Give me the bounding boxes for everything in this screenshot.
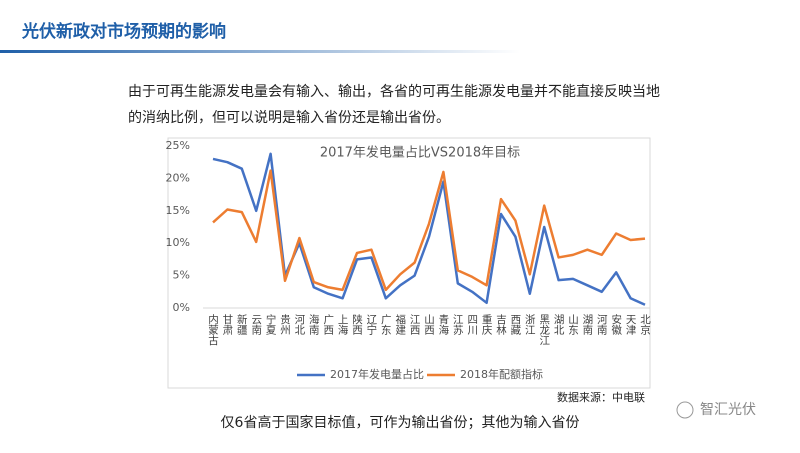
slide-title: 光伏新政对市场预期的影响: [21, 21, 226, 42]
note: 仅6省高于国家目标值，可作为输出省份；其他为输入省份: [221, 414, 580, 431]
source: 数据来源：中电联: [557, 390, 645, 404]
x-tick-label: 吉林: [495, 314, 507, 336]
x-tick-label: 贵州: [279, 313, 291, 335]
x-tick-label: 内蒙古: [207, 313, 219, 346]
x-tick-label: 陕西: [351, 313, 363, 335]
x-tick-label: 河北: [293, 314, 305, 335]
x-tick-label: 辽宁: [365, 314, 377, 335]
logo: 智汇光伏: [700, 402, 756, 418]
x-tick-label: 重庆: [481, 313, 493, 336]
x-tick-label: 湖北: [553, 314, 565, 335]
x-tick-label: 山西: [423, 314, 435, 335]
y-tick-label: 20%: [166, 171, 190, 184]
chart-title: 2017年发电量占比VS2018年目标: [320, 145, 520, 161]
x-tick-label: 西藏: [509, 314, 521, 336]
x-tick-label: 黑龙江: [538, 314, 550, 346]
x-tick-label: 安徽: [610, 313, 622, 336]
x-tick-label: 新疆: [236, 313, 248, 336]
x-tick-label: 云南: [250, 314, 262, 335]
x-tick-label: 广东: [380, 314, 392, 335]
y-tick-label: 25%: [166, 139, 190, 152]
intro-line: 由于可再生能源发电量会有输入、输出，各省的可再生能源发电量并不能直接反映当地: [128, 83, 660, 100]
logo-icon: [676, 401, 694, 419]
x-tick-label: 江西: [409, 314, 421, 335]
x-tick-label: 河南: [596, 314, 608, 335]
x-tick-label: 广西: [322, 314, 334, 335]
x-tick-label: 海南: [308, 313, 320, 335]
y-tick-label: 5%: [173, 269, 190, 282]
y-tick-label: 0%: [173, 301, 190, 314]
x-tick-label: 上海: [337, 314, 349, 336]
chart-frame: [167, 137, 651, 389]
title-underline: [0, 50, 520, 53]
x-tick-label: 浙江: [524, 314, 536, 335]
legend-label: 2017年发电量占比: [330, 367, 424, 381]
x-tick-label: 山东: [567, 314, 579, 335]
x-tick-label: 四川: [466, 314, 478, 335]
legend-label: 2018年配额指标: [460, 367, 543, 381]
series-line: [212, 169, 646, 292]
x-tick-label: 青海: [437, 313, 449, 336]
y-tick-label: 15%: [166, 204, 190, 217]
x-tick-label: 福建: [394, 313, 406, 336]
y-tick-label: 10%: [166, 236, 190, 249]
x-tick-label: 湖南: [581, 314, 593, 335]
x-tick-label: 江苏: [452, 314, 464, 336]
intro-line: 的消纳比例，但可以说明是输入省份还是输出省份。: [128, 110, 450, 126]
x-tick-label: 甘肃: [221, 313, 233, 336]
x-tick-label: 天津: [625, 314, 637, 336]
x-tick-label: 宁夏: [265, 313, 277, 335]
x-tick-label: 北京: [639, 314, 651, 336]
